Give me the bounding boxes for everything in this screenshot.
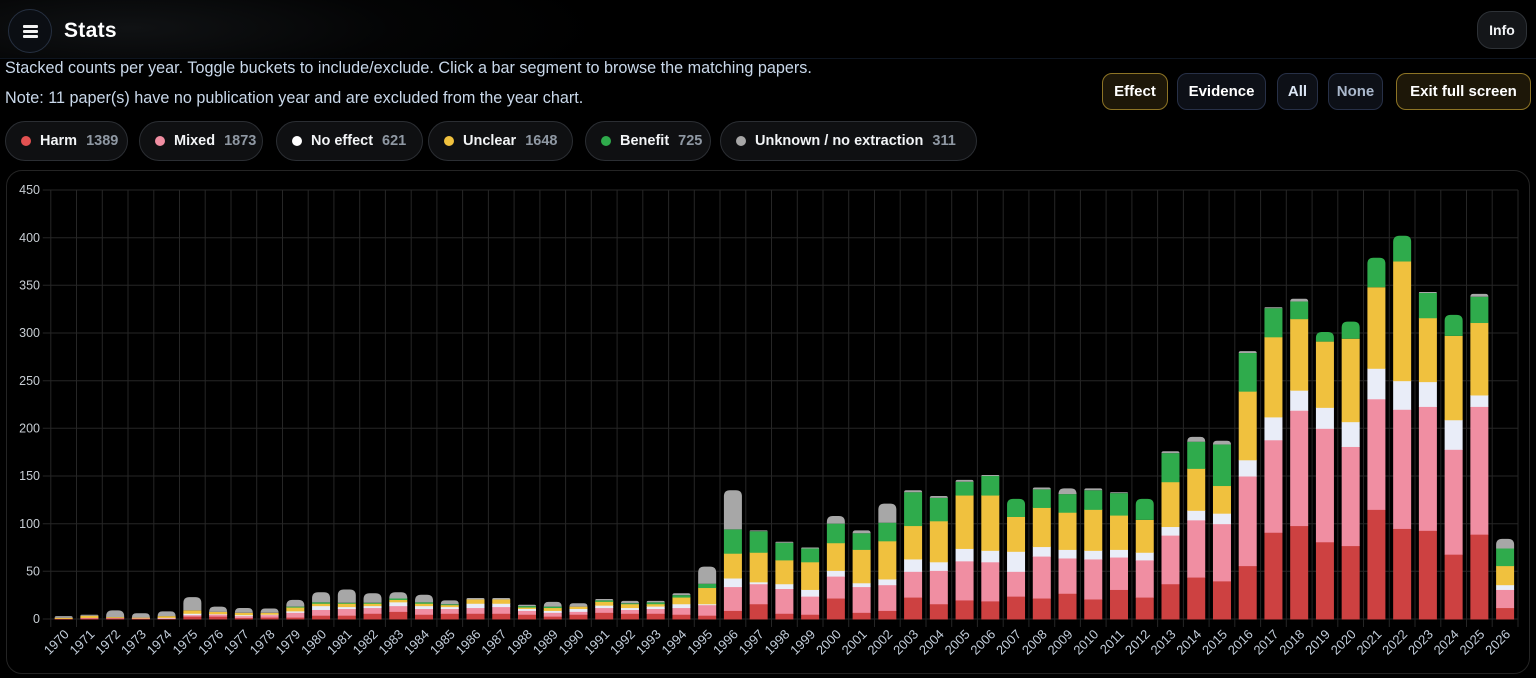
svg-text:1986: 1986 (453, 627, 484, 658)
svg-text:2022: 2022 (1379, 627, 1410, 658)
svg-text:1995: 1995 (684, 627, 715, 658)
svg-text:200: 200 (19, 422, 40, 436)
svg-text:1988: 1988 (504, 627, 535, 658)
svg-text:1977: 1977 (221, 627, 252, 658)
svg-text:0: 0 (33, 612, 40, 626)
svg-text:2005: 2005 (942, 627, 973, 658)
svg-text:2008: 2008 (1019, 627, 1050, 658)
svg-text:2020: 2020 (1328, 627, 1359, 658)
svg-text:1972: 1972 (92, 627, 123, 658)
svg-text:2011: 2011 (1097, 627, 1127, 657)
svg-text:1973: 1973 (118, 627, 149, 658)
svg-text:1989: 1989 (530, 627, 561, 658)
svg-text:1994: 1994 (658, 627, 689, 658)
svg-text:2004: 2004 (916, 627, 947, 658)
svg-text:1987: 1987 (478, 627, 509, 658)
svg-text:2025: 2025 (1456, 627, 1487, 658)
svg-text:1971: 1971 (66, 627, 97, 658)
svg-text:2026: 2026 (1482, 627, 1513, 658)
svg-text:1980: 1980 (298, 627, 329, 658)
svg-text:2017: 2017 (1250, 627, 1281, 658)
svg-text:2021: 2021 (1353, 627, 1384, 658)
svg-text:1970: 1970 (41, 627, 72, 658)
svg-text:1979: 1979 (272, 627, 303, 658)
svg-text:50: 50 (26, 565, 40, 579)
svg-text:2013: 2013 (1148, 627, 1179, 658)
svg-text:350: 350 (19, 279, 40, 293)
svg-text:2019: 2019 (1302, 627, 1333, 658)
svg-text:1985: 1985 (427, 627, 458, 658)
svg-text:2007: 2007 (993, 627, 1024, 658)
svg-text:1997: 1997 (736, 627, 767, 658)
svg-text:1974: 1974 (144, 627, 175, 658)
svg-text:2018: 2018 (1276, 627, 1307, 658)
svg-text:400: 400 (19, 231, 40, 245)
svg-text:100: 100 (19, 517, 40, 531)
svg-text:1993: 1993 (633, 627, 664, 658)
svg-text:250: 250 (19, 374, 40, 388)
svg-text:2001: 2001 (839, 627, 870, 658)
svg-text:2000: 2000 (813, 627, 844, 658)
svg-text:450: 450 (19, 183, 40, 197)
svg-text:1975: 1975 (169, 627, 200, 658)
svg-text:1981: 1981 (324, 627, 355, 658)
svg-text:2003: 2003 (890, 627, 921, 658)
svg-text:1998: 1998 (761, 627, 792, 658)
svg-text:1992: 1992 (607, 627, 638, 658)
svg-text:1990: 1990 (556, 627, 587, 658)
svg-text:1983: 1983 (375, 627, 406, 658)
svg-text:2012: 2012 (1122, 627, 1153, 658)
svg-text:1982: 1982 (350, 627, 381, 658)
svg-text:1996: 1996 (710, 627, 741, 658)
svg-text:2024: 2024 (1431, 627, 1462, 658)
svg-text:2006: 2006 (967, 627, 998, 658)
svg-text:2014: 2014 (1173, 627, 1204, 658)
svg-text:2010: 2010 (1070, 627, 1101, 658)
svg-text:1976: 1976 (195, 627, 226, 658)
svg-text:2023: 2023 (1405, 627, 1436, 658)
svg-text:1984: 1984 (401, 627, 432, 658)
svg-text:1999: 1999 (787, 627, 818, 658)
svg-text:2015: 2015 (1199, 627, 1230, 658)
svg-text:300: 300 (19, 326, 40, 340)
svg-text:2016: 2016 (1225, 627, 1256, 658)
svg-text:2009: 2009 (1045, 627, 1076, 658)
svg-text:2002: 2002 (864, 627, 895, 658)
svg-text:150: 150 (19, 469, 40, 483)
svg-text:1991: 1991 (581, 627, 612, 658)
svg-text:1978: 1978 (247, 627, 278, 658)
